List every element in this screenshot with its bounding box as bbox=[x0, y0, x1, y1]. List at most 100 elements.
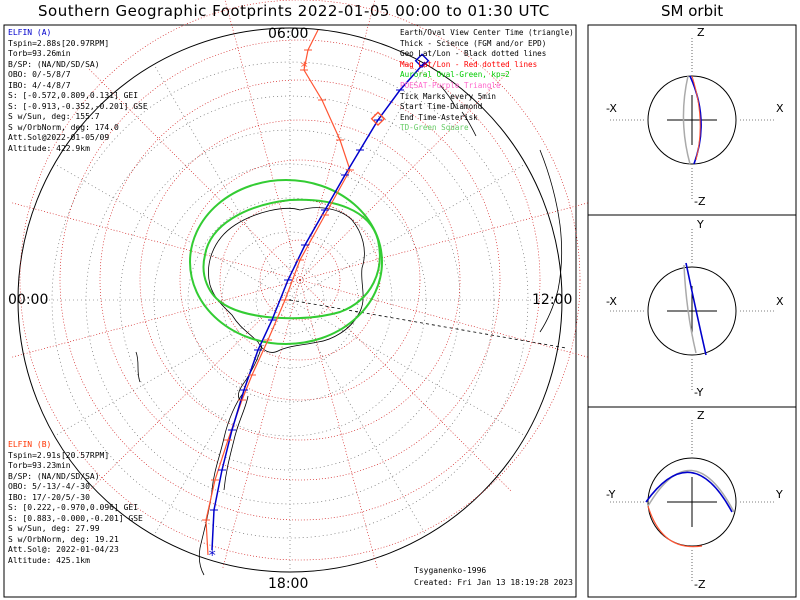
orbit-panel-3 bbox=[610, 420, 774, 582]
elfin-b-line: Altitude: 425.1km bbox=[8, 555, 90, 565]
map-frame bbox=[3, 24, 577, 598]
main-title: Southern Geographic Footprints 2022-01-0… bbox=[38, 2, 550, 20]
elfin-b-line: S: [0.883,-0.000,-0.201] GSE bbox=[8, 513, 143, 523]
terminator-line bbox=[289, 299, 567, 349]
elfin-a-track bbox=[211, 61, 426, 551]
legend-item: TD-Green Square bbox=[400, 123, 469, 133]
legend-item: Auroral Oval-Green, kp=2 bbox=[400, 70, 510, 80]
elfin-b-line: B/SP: (NA/ND/SD/SA) bbox=[8, 471, 100, 481]
orbit1-back bbox=[682, 75, 691, 165]
elfin-a-line: Altitude: 422.9km bbox=[8, 143, 90, 153]
mag-lon-line bbox=[222, 279, 301, 570]
orbit2-back bbox=[683, 264, 697, 354]
australia-coastline bbox=[539, 149, 563, 333]
mag-lon-line bbox=[10, 202, 301, 281]
orbit3-left-label: -Y bbox=[606, 488, 616, 501]
mag-lon-line bbox=[299, 67, 513, 281]
mag-lat-circle bbox=[59, 39, 541, 521]
mag-lon-line bbox=[299, 202, 590, 281]
elfin-b-line: OBO: 5/-13/-4/-30 bbox=[8, 482, 90, 491]
geo-lat-circle bbox=[255, 265, 325, 335]
elfin-b-start-diamond bbox=[370, 111, 386, 127]
hour-label-top: 06:00 bbox=[268, 26, 309, 42]
orbit3-elfin-b bbox=[647, 505, 703, 548]
orbit3-right-label: Y bbox=[776, 488, 783, 501]
legend-item: Thick - Science (FGM and/or EPD) bbox=[400, 38, 547, 48]
hour-label-left: 00:00 bbox=[8, 292, 49, 308]
mag-lat-circle bbox=[179, 159, 421, 401]
mag-lon-line bbox=[299, 279, 378, 570]
elfin-a-start-diamond bbox=[414, 53, 430, 69]
elfin-b-line: IBO: 17/-20/5/-30 bbox=[8, 492, 90, 502]
mag-lat-circle bbox=[99, 79, 501, 481]
geo-grid bbox=[18, 28, 562, 572]
legend-item: POESAT-Purple Triangle bbox=[400, 80, 501, 90]
orbit3-top-label: Z bbox=[697, 409, 705, 422]
mag-lon-line bbox=[299, 279, 590, 358]
mag-grid bbox=[10, 0, 590, 570]
geo-lon-line bbox=[289, 299, 427, 536]
elfin-b-line: S w/Sun, deg: 27.99 bbox=[8, 524, 100, 533]
mag-lon-line bbox=[299, 0, 376, 281]
orbit2-left-label: -X bbox=[606, 295, 617, 308]
earth-circle bbox=[647, 457, 737, 547]
orbit1-bottom-label: -Z bbox=[694, 195, 706, 208]
orbit3-back bbox=[647, 469, 735, 513]
auroral-oval-outer bbox=[189, 179, 383, 345]
map-legend: Earth/Oval View Center Time (triangle) Th… bbox=[400, 28, 574, 134]
mag-lon-line bbox=[224, 0, 301, 281]
orbit-plots bbox=[610, 38, 774, 582]
created-timestamp: Created: Fri Jan 13 18:19:28 2023 bbox=[414, 578, 573, 587]
orbit-panel-1 bbox=[610, 38, 774, 200]
elfin-a-line: S: [-0.913,-0.352,-0.201] GSE bbox=[8, 101, 148, 111]
elfin-a-line: S w/OrbNorm, deg: 174.0 bbox=[8, 122, 119, 132]
orbit2-right-label: X bbox=[776, 295, 784, 308]
tick-marks bbox=[202, 49, 404, 521]
south-america-east bbox=[223, 395, 249, 491]
elfin-b-track bbox=[205, 29, 351, 556]
elfin-b-line: Att.Sol@: 2022-01-04/23 bbox=[8, 545, 119, 554]
orbit2-top-label: Y bbox=[697, 218, 704, 231]
model-credit: Tsyganenko-1996 bbox=[414, 566, 487, 575]
elfin-a-line: S w/Sun, deg: 155.7 bbox=[8, 112, 100, 121]
africa-tip bbox=[135, 351, 141, 383]
elfin-b-line: S: [0.222,-0.970,0.096] GEI bbox=[8, 503, 139, 512]
geo-lon-line bbox=[289, 299, 526, 437]
mag-lon-line bbox=[87, 67, 301, 281]
elfin-a-line: OBO: 0/-5/8/7 bbox=[8, 70, 71, 79]
elfin-a-line: S: [-0.572,0.809,0.131] GEI bbox=[8, 91, 139, 100]
mag-lon-line bbox=[10, 279, 301, 358]
orbit1-top-label: Z bbox=[697, 26, 705, 39]
antarctic-peninsula bbox=[238, 344, 263, 401]
auroral-oval-inner bbox=[202, 198, 381, 320]
south-america-coastline bbox=[198, 391, 245, 576]
hour-label-bottom: 18:00 bbox=[268, 576, 309, 592]
geo-lon-line bbox=[153, 299, 291, 536]
geo-lon-line bbox=[289, 163, 526, 301]
geo-lat-circle bbox=[51, 61, 529, 539]
elfin-b-end-asterisk: * bbox=[300, 60, 308, 76]
elfin-a-name: ELFIN (A) bbox=[8, 28, 52, 37]
elfin-a-end-asterisk: * bbox=[208, 548, 216, 564]
legend-item: Mag Lat/Lon - Red dotted lines bbox=[400, 59, 538, 69]
elfin-b-line: Tspin=2.91s[20.57RPM] bbox=[8, 450, 110, 460]
mag-lat-circle bbox=[19, 0, 581, 561]
earth-circle bbox=[647, 266, 737, 356]
elfin-a-line: Torb=93.26min bbox=[8, 49, 71, 58]
mag-lon-line bbox=[299, 279, 513, 493]
elfin-b-name: ELFIN (B) bbox=[8, 440, 52, 449]
earth-disk bbox=[17, 27, 563, 573]
orbit-frame bbox=[587, 24, 797, 598]
geo-lat-circle bbox=[119, 129, 461, 471]
hour-label-right: 12:00 bbox=[532, 292, 573, 308]
mag-lon-line bbox=[87, 279, 301, 493]
geo-lat-circle bbox=[187, 197, 393, 403]
orbit-panel-title: SM orbit bbox=[661, 2, 724, 20]
orbit1-elfin-b bbox=[691, 75, 701, 161]
orbit2-bottom-label: -Y bbox=[694, 386, 704, 399]
elfin-a-info: ELFIN (A) Tspin=2.88s[20.97RPM] Torb=93.… bbox=[8, 28, 148, 154]
orbit2-elfin-a bbox=[685, 262, 707, 356]
legend-item: Geo Lat/Lon - Black dotted lines bbox=[400, 49, 547, 59]
elfin-b-info: ELFIN (B) Tspin=2.91s[20.57RPM] Torb=93.… bbox=[8, 440, 143, 566]
